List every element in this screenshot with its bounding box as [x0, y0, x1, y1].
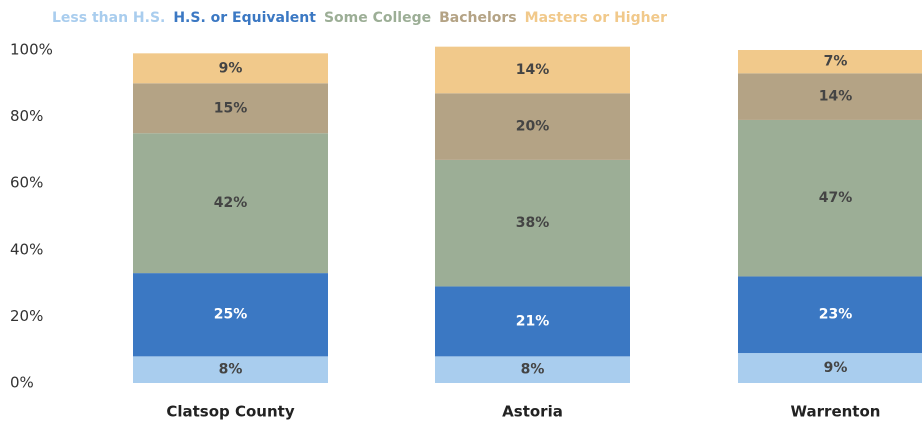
y-tick-label: 40% — [10, 240, 43, 258]
bar-segment — [435, 286, 630, 357]
value-label: 14% — [516, 62, 550, 78]
bar-segment — [435, 159, 630, 287]
bar-segment — [435, 93, 630, 160]
value-label: 9% — [824, 360, 848, 376]
value-label: 42% — [214, 195, 248, 211]
bar-segment — [133, 356, 328, 383]
y-tick-label: 60% — [10, 174, 43, 192]
value-label: 15% — [214, 100, 248, 116]
x-tick-label: Warrenton — [791, 403, 881, 421]
value-label: 38% — [516, 215, 550, 231]
legend-label: Masters or Higher — [525, 10, 667, 26]
bar-segment — [133, 53, 328, 84]
bar-segment — [133, 273, 328, 357]
bar-segment — [133, 83, 328, 134]
bar-segment — [738, 119, 922, 277]
value-label: 8% — [219, 362, 243, 378]
value-label: 7% — [824, 54, 848, 70]
bar-segment — [738, 73, 922, 120]
bar-segment — [738, 276, 922, 354]
bar-segment — [738, 50, 922, 74]
value-label: 14% — [819, 89, 853, 105]
legend-label: H.S. or Equivalent — [173, 10, 316, 26]
x-tick-label: Clatsop County — [166, 403, 294, 421]
legend-label: Bachelors — [439, 10, 517, 26]
value-label: 23% — [819, 307, 853, 323]
value-label: 21% — [516, 313, 550, 329]
y-tick-label: 100% — [10, 41, 53, 59]
bar-segment — [435, 356, 630, 383]
legend-label: Some College — [324, 10, 431, 26]
value-label: 25% — [214, 307, 248, 323]
bar-segment — [435, 46, 630, 94]
value-label: 9% — [219, 60, 243, 76]
y-tick-label: 20% — [10, 307, 43, 325]
value-label: 47% — [819, 190, 853, 206]
x-tick-label: Astoria — [502, 403, 563, 421]
value-label: 8% — [521, 362, 545, 378]
bar-segment — [133, 133, 328, 274]
value-label: 20% — [516, 119, 550, 135]
bar-segment — [738, 353, 922, 383]
y-tick-label: 80% — [10, 107, 43, 125]
y-tick-label: 0% — [10, 374, 34, 392]
legend-label: Less than H.S. — [52, 10, 165, 26]
